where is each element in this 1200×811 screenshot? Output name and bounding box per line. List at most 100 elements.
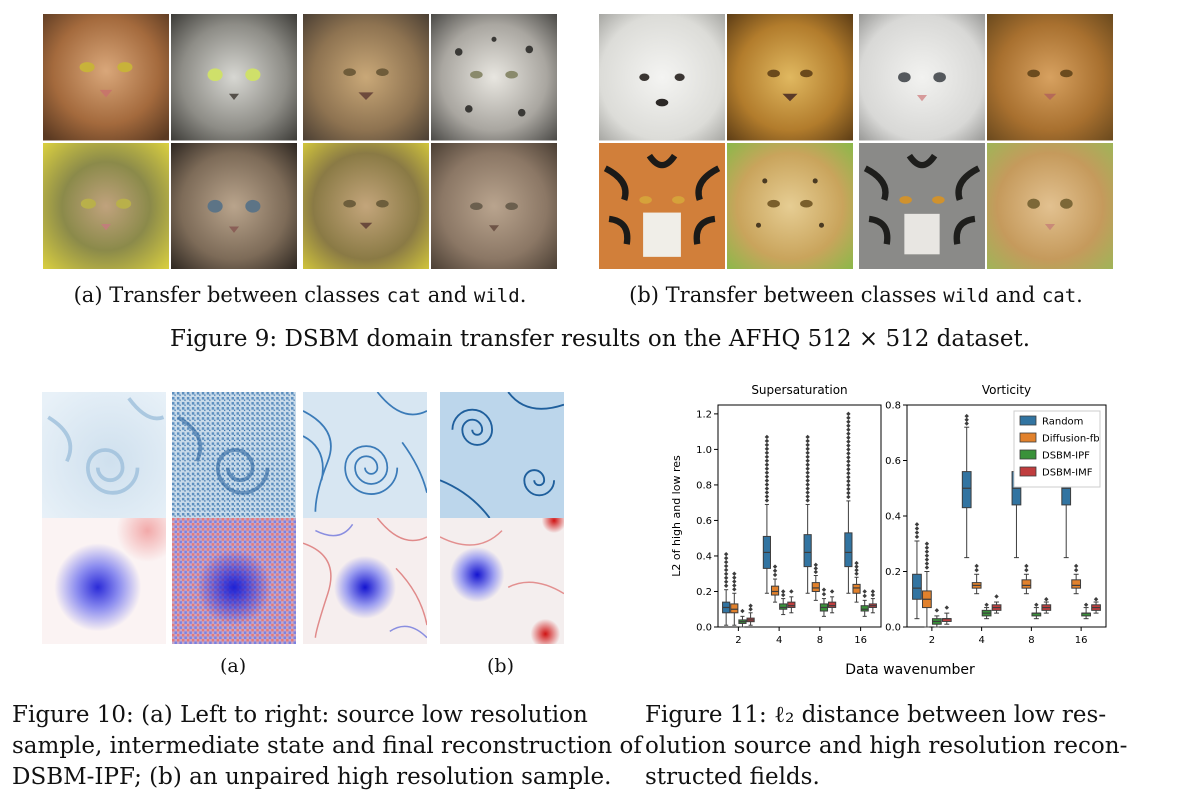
fig9a-image-grid-cat bbox=[43, 14, 297, 269]
box bbox=[852, 583, 861, 594]
plot-frame bbox=[717, 404, 882, 628]
outlier-point bbox=[813, 562, 818, 568]
fig9b-image-grid-cat bbox=[859, 14, 1113, 269]
outlier-point bbox=[870, 589, 876, 594]
outlier-point bbox=[924, 545, 930, 550]
fig9b-subcaption: (b) Transfer between classes wild and ca… bbox=[599, 283, 1113, 307]
outlier-point bbox=[723, 559, 729, 565]
outlier-point bbox=[748, 607, 753, 612]
outlier-point bbox=[772, 572, 778, 578]
vorticity-field-high-res-sample bbox=[440, 518, 564, 644]
outlier-point bbox=[764, 438, 770, 444]
outlier-point bbox=[1073, 567, 1079, 573]
outlier-point bbox=[914, 534, 920, 540]
outlier-point bbox=[805, 470, 810, 475]
vorticity-field-intermediate bbox=[172, 518, 296, 644]
box bbox=[1021, 579, 1032, 589]
outlier-point bbox=[764, 454, 770, 460]
outlier-point bbox=[846, 482, 851, 488]
caption-line: olution source and high resolution recon… bbox=[645, 733, 1128, 759]
vorticity-field-reconstruction bbox=[303, 518, 427, 644]
outlier-point bbox=[846, 415, 851, 421]
outlier-point bbox=[723, 583, 729, 588]
cat-photo bbox=[43, 14, 169, 141]
cat-photo bbox=[43, 142, 169, 269]
outlier-point bbox=[846, 423, 851, 428]
outlier-point bbox=[924, 561, 930, 566]
box bbox=[779, 603, 788, 610]
box bbox=[860, 605, 869, 612]
outlier-point bbox=[732, 575, 737, 580]
outlier-point bbox=[846, 467, 851, 472]
outlier-point bbox=[914, 530, 920, 535]
outlier-point bbox=[764, 446, 770, 452]
y-tick-label: 0.6 bbox=[696, 516, 712, 527]
caption-line: DSBM-IPF; (b) an unpaired high resolutio… bbox=[12, 764, 612, 790]
outlier-point bbox=[924, 565, 930, 570]
box bbox=[961, 471, 972, 509]
figure-11-caption: Figure 11: ℓ₂ distance between low res- … bbox=[645, 700, 1185, 793]
outlier-point bbox=[924, 549, 930, 554]
outlier-point bbox=[732, 579, 737, 584]
outlier-point bbox=[1044, 597, 1049, 602]
y-tick-label: 0.8 bbox=[885, 401, 901, 412]
outlier-point bbox=[984, 602, 989, 607]
legend-swatch bbox=[1019, 466, 1037, 477]
wild-animal-photo bbox=[599, 14, 725, 141]
box bbox=[770, 585, 780, 596]
outlier-point bbox=[846, 490, 851, 496]
outlier-point bbox=[846, 471, 851, 476]
wild-animal-photo bbox=[303, 142, 429, 269]
outlier-point bbox=[846, 478, 851, 484]
outlier-point bbox=[805, 474, 810, 479]
x-tick-label: 4 bbox=[776, 635, 782, 646]
box bbox=[912, 573, 922, 600]
outlier-point bbox=[723, 575, 729, 581]
outlier-point bbox=[846, 463, 851, 468]
figure-11-boxplots: Supersaturation 0.0 0.2 0.4 0.6 0.8 1.0 1.2 2 4 8 1… bbox=[670, 383, 1107, 678]
outlier-point bbox=[944, 605, 949, 610]
outlier-point bbox=[805, 434, 810, 440]
outlier-point bbox=[764, 458, 770, 463]
fig9b-image-grid-wild bbox=[599, 14, 853, 269]
legend-swatch bbox=[1019, 449, 1037, 460]
y-tick-label: 0.0 bbox=[696, 623, 712, 634]
outlier-point bbox=[994, 594, 999, 599]
x-tick-label: 4 bbox=[978, 635, 984, 646]
outlier-point bbox=[846, 447, 851, 452]
outlier-point bbox=[924, 553, 930, 558]
caption-line: sample, intermediate state and final rec… bbox=[12, 733, 642, 759]
outlier-point bbox=[974, 563, 979, 569]
y-tick-label: 0.0 bbox=[885, 623, 901, 634]
outlier-point bbox=[805, 454, 810, 460]
box bbox=[828, 601, 837, 608]
outlier-point bbox=[846, 435, 851, 440]
box bbox=[1071, 579, 1082, 589]
wild-animal-photo bbox=[599, 142, 725, 269]
outlier-point bbox=[924, 557, 930, 562]
legend-label: Diffusion-fb bbox=[1042, 434, 1100, 445]
caption-line: Figure 10: (a) Left to right: source low… bbox=[12, 702, 588, 728]
x-tick-label: 2 bbox=[929, 635, 935, 646]
outlier-point bbox=[914, 526, 920, 531]
x-tick-label: 2 bbox=[735, 635, 741, 646]
y-tick-label: 0.2 bbox=[885, 567, 901, 578]
x-axis-label: Data wavenumber bbox=[845, 662, 975, 678]
subcaption-text: . bbox=[519, 283, 527, 307]
cat-photo bbox=[859, 14, 985, 141]
outlier-point bbox=[723, 563, 729, 569]
fig9a-subcaption: (a) Transfer between classes cat and wil… bbox=[43, 283, 557, 307]
outlier-point bbox=[805, 458, 810, 463]
fig10-label-b: (b) bbox=[487, 655, 514, 677]
y-tick-label: 0.6 bbox=[885, 456, 901, 467]
y-tick-label: 0.8 bbox=[696, 480, 712, 491]
legend-swatch bbox=[1019, 432, 1037, 443]
wild-animal-photo bbox=[303, 14, 429, 141]
outlier-point bbox=[862, 593, 867, 599]
cat-photo bbox=[171, 142, 297, 269]
wild-animal-photo bbox=[431, 142, 557, 269]
box bbox=[811, 582, 820, 592]
outlier-point bbox=[974, 567, 979, 573]
outlier-point bbox=[805, 462, 810, 467]
outlier-point bbox=[740, 608, 745, 614]
